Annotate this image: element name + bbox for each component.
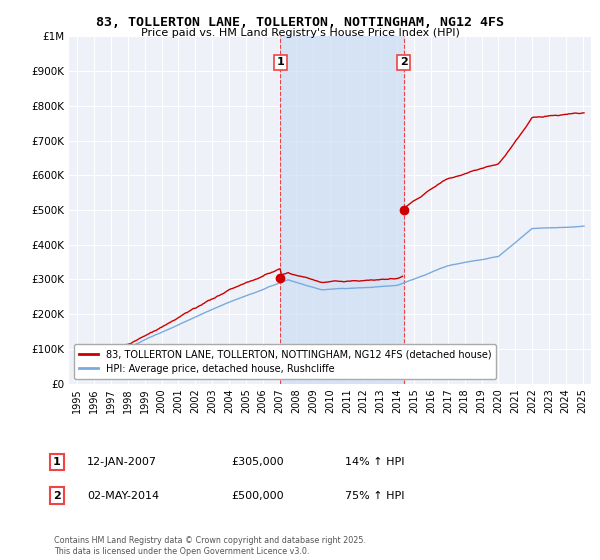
Text: £305,000: £305,000 <box>231 457 284 467</box>
Text: 12-JAN-2007: 12-JAN-2007 <box>87 457 157 467</box>
Text: 02-MAY-2014: 02-MAY-2014 <box>87 491 159 501</box>
Legend: 83, TOLLERTON LANE, TOLLERTON, NOTTINGHAM, NG12 4FS (detached house), HPI: Avera: 83, TOLLERTON LANE, TOLLERTON, NOTTINGHA… <box>74 344 496 379</box>
Text: 2: 2 <box>53 491 61 501</box>
Bar <box>280 36 404 384</box>
Text: £500,000: £500,000 <box>231 491 284 501</box>
Text: 14% ↑ HPI: 14% ↑ HPI <box>345 457 404 467</box>
Text: 1: 1 <box>276 58 284 67</box>
Text: Price paid vs. HM Land Registry's House Price Index (HPI): Price paid vs. HM Land Registry's House … <box>140 28 460 38</box>
Text: 83, TOLLERTON LANE, TOLLERTON, NOTTINGHAM, NG12 4FS: 83, TOLLERTON LANE, TOLLERTON, NOTTINGHA… <box>96 16 504 29</box>
Text: 75% ↑ HPI: 75% ↑ HPI <box>345 491 404 501</box>
Text: Contains HM Land Registry data © Crown copyright and database right 2025.
This d: Contains HM Land Registry data © Crown c… <box>54 536 366 556</box>
Text: 2: 2 <box>400 58 407 67</box>
Text: 1: 1 <box>53 457 61 467</box>
